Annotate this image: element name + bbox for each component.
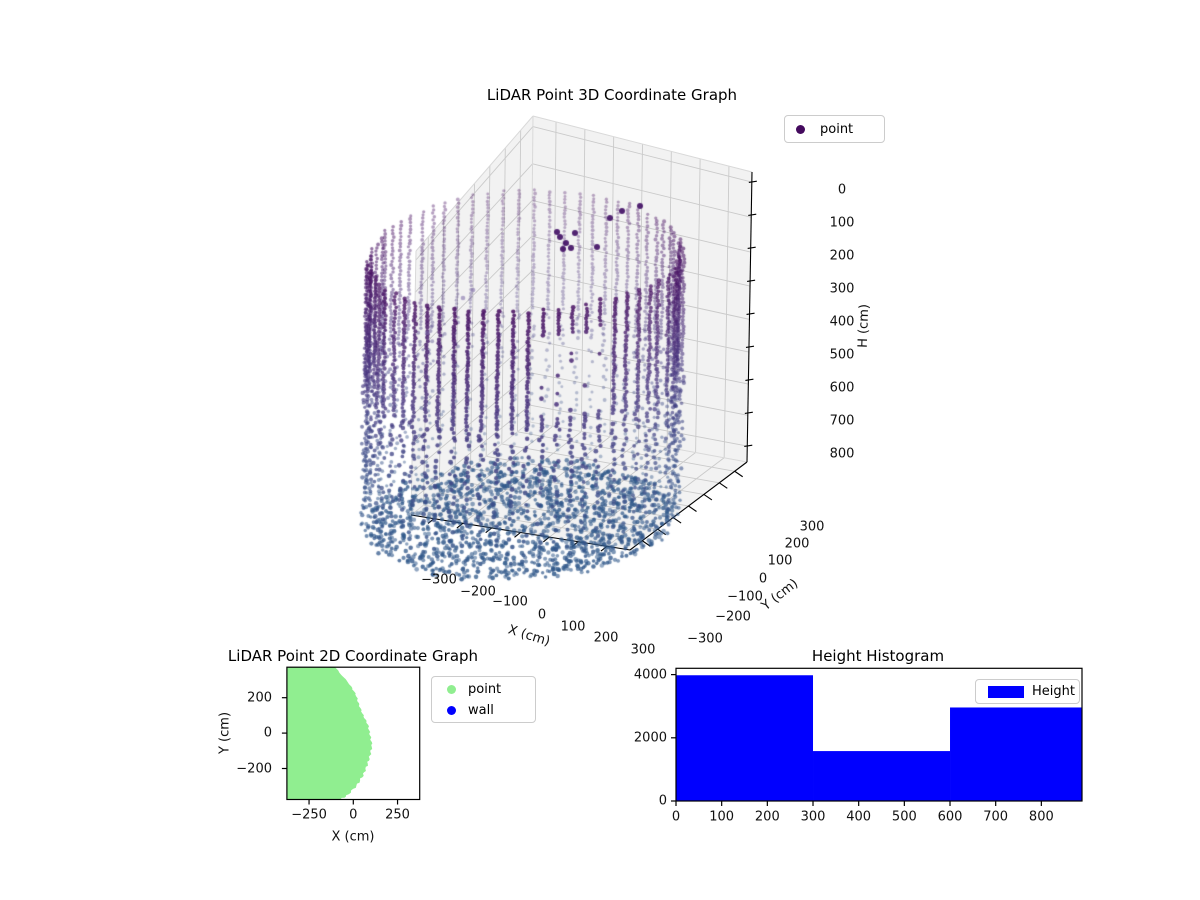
tick-label: 300	[829, 281, 855, 297]
tick-label: −200	[460, 584, 496, 600]
tick-label: 0	[837, 182, 847, 198]
tick-label: −250	[291, 807, 327, 823]
tick-label: 250	[385, 807, 410, 823]
tick-label: 700	[983, 809, 1009, 825]
tick-label: 0	[537, 607, 547, 623]
point-marker-icon	[796, 124, 805, 134]
legend-item-point: point	[447, 679, 535, 700]
tick-label: 0	[671, 809, 681, 825]
tick-label: 300	[630, 642, 656, 658]
height-swatch-icon	[988, 685, 1024, 698]
legend-item-point: point	[796, 119, 884, 140]
chart3d-legend: point	[784, 115, 885, 143]
chart2d-title: LiDAR Point 2D Coordinate Graph	[227, 647, 479, 665]
tick-label: 100	[709, 809, 735, 825]
axis2d-x-label: X (cm)	[331, 829, 375, 845]
tick-label: 0	[349, 807, 358, 823]
tick-label: 500	[829, 347, 855, 363]
legend-label: point	[468, 681, 502, 697]
legend-item-height: Height	[988, 681, 1079, 702]
tick-label: 4000	[633, 667, 667, 683]
tick-label: 100	[767, 553, 793, 569]
tick-label: 800	[829, 446, 855, 462]
tick-label: −300	[687, 631, 723, 647]
tick-label: 100	[560, 619, 586, 635]
tick-label: 200	[247, 690, 272, 706]
tick-label: 700	[829, 413, 855, 429]
tick-label: 400	[846, 809, 872, 825]
tick-label: 800	[1028, 809, 1054, 825]
point-marker-icon	[447, 684, 456, 694]
chart2d-legend: point wall	[431, 676, 536, 723]
tick-label: 200	[754, 809, 780, 825]
axis2d-y-label: Y (cm)	[217, 711, 233, 755]
tick-label: −300	[421, 572, 457, 588]
legend-label: Height	[1032, 684, 1075, 699]
tick-label: 0	[658, 793, 667, 809]
tick-label: 2000	[633, 730, 667, 746]
wall-marker-icon	[447, 705, 456, 715]
tick-label: −100	[727, 589, 763, 605]
tick-label: −200	[236, 761, 272, 776]
tick-label: 200	[593, 630, 619, 646]
axis3d-h-label: H (cm)	[855, 303, 873, 349]
axis3d-x-label: X (cm)	[506, 622, 552, 650]
tick-label: 400	[829, 314, 855, 330]
legend-item-wall: wall	[447, 700, 535, 721]
tick-label: 600	[937, 809, 963, 825]
legend-label: wall	[468, 702, 494, 718]
tick-label: 300	[799, 519, 825, 535]
tick-label: 200	[829, 248, 855, 264]
tick-label: 600	[829, 380, 855, 396]
chart3d-title: LiDAR Point 3D Coordinate Graph	[486, 86, 738, 104]
tick-label: −200	[715, 609, 751, 625]
histogram-legend: Height	[975, 679, 1080, 704]
tick-label: 500	[891, 809, 917, 825]
tick-label: 100	[829, 215, 855, 231]
tick-label: 0	[758, 571, 768, 587]
tick-label: 200	[784, 536, 810, 552]
tick-label: 300	[800, 809, 826, 825]
legend-label: point	[820, 121, 854, 137]
tick-label: −100	[492, 594, 528, 610]
tick-label: 0	[263, 725, 272, 741]
histogram-title: Height Histogram	[811, 647, 945, 665]
